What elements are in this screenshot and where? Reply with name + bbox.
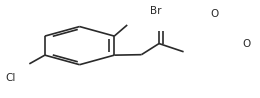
Text: Cl: Cl — [5, 74, 16, 83]
Text: Br: Br — [150, 6, 162, 16]
Text: O: O — [243, 39, 251, 49]
Text: O: O — [210, 9, 218, 19]
